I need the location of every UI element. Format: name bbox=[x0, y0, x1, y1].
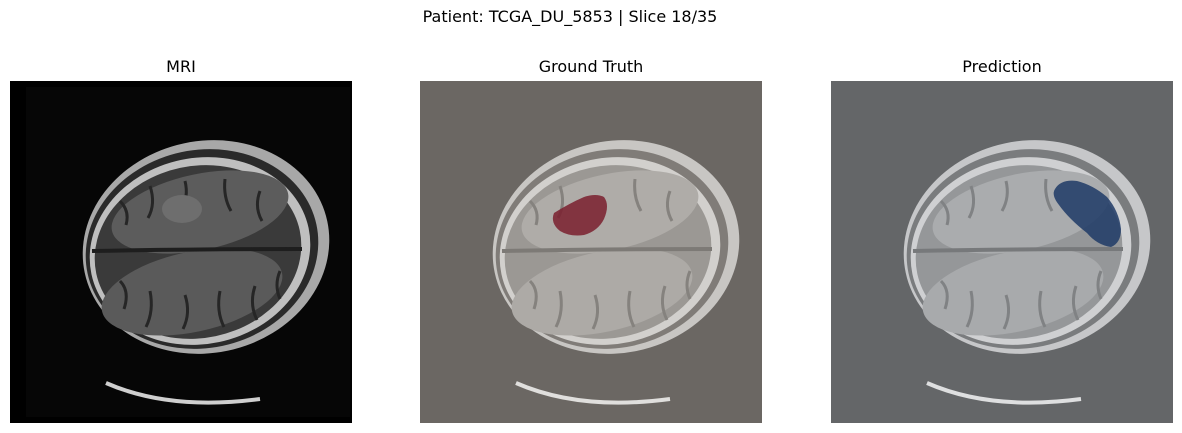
panel-title-ground-truth: Ground Truth bbox=[538, 57, 644, 76]
brain-right-hemisphere bbox=[101, 248, 283, 336]
panel-ground-truth bbox=[420, 81, 762, 423]
figure-suptitle: Patient: TCGA_DU_5853 | Slice 18/35 bbox=[422, 7, 718, 26]
mri-image bbox=[10, 81, 352, 423]
midline-fissure bbox=[501, 247, 713, 253]
sulci bbox=[528, 178, 692, 330]
panel-title-mri: MRI bbox=[166, 57, 196, 76]
brain-right-hemisphere bbox=[511, 248, 693, 336]
prediction-tumor-mask bbox=[1053, 180, 1121, 247]
midline-fissure bbox=[91, 247, 303, 253]
skull-rim-highlight bbox=[105, 381, 261, 405]
panel-title-prediction: Prediction bbox=[962, 57, 1042, 76]
skull-rim-highlight bbox=[515, 381, 671, 405]
prediction-image bbox=[831, 81, 1173, 423]
brain-right-hemisphere bbox=[922, 248, 1104, 336]
ground-truth-tumor-mask bbox=[552, 195, 607, 236]
sulci bbox=[118, 178, 282, 330]
skull-rim-highlight bbox=[926, 381, 1082, 405]
ground-truth-image bbox=[420, 81, 762, 423]
panel-mri bbox=[10, 81, 352, 423]
sulci bbox=[939, 178, 1103, 330]
bright-lesion-area bbox=[162, 195, 202, 223]
midline-fissure bbox=[912, 247, 1124, 253]
panel-prediction bbox=[831, 81, 1173, 423]
